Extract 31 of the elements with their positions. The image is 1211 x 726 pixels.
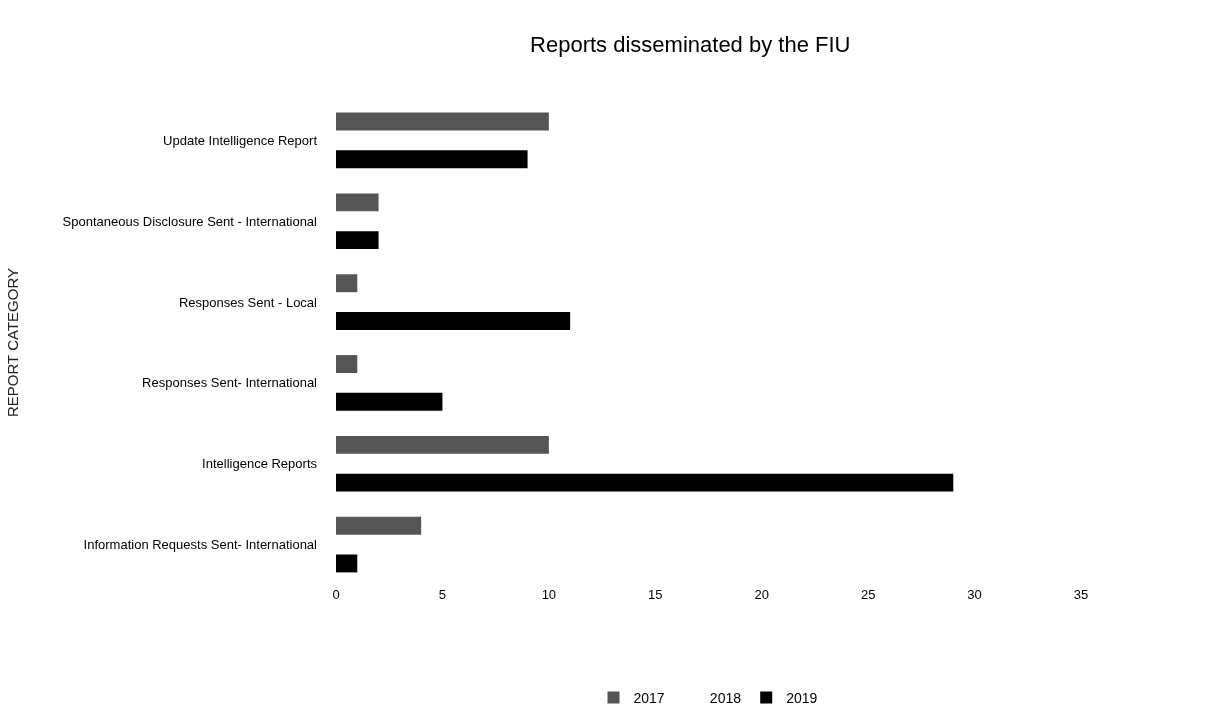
x-tick-label: 15 xyxy=(648,587,663,602)
legend-label: 2019 xyxy=(786,690,818,707)
y-tick-label: Spontaneous Disclosure Sent - International xyxy=(62,213,318,229)
x-tick-label: 20 xyxy=(754,587,769,602)
bar xyxy=(336,435,549,454)
y-axis-title: REPORT CATEGORY xyxy=(3,268,21,417)
legend-label: 2017 xyxy=(633,690,665,707)
bar xyxy=(336,355,358,374)
bar xyxy=(336,311,571,330)
bar xyxy=(336,516,422,535)
x-tick-label: 0 xyxy=(332,587,340,602)
y-tick-label: Update Intelligence Report xyxy=(163,132,318,148)
x-tick-label: 5 xyxy=(438,587,447,602)
bar xyxy=(336,473,954,492)
y-tick-label: Intelligence Reports xyxy=(202,456,318,472)
x-tick-label: 35 xyxy=(1073,587,1089,602)
bar xyxy=(336,274,358,293)
x-tick-label: 10 xyxy=(541,587,557,602)
text: 2018 xyxy=(709,690,742,707)
x-tick-label: 30 xyxy=(967,587,982,602)
y-tick-label: Responses Sent- International xyxy=(142,375,318,391)
bar xyxy=(336,112,549,131)
bar xyxy=(336,554,358,573)
bar xyxy=(336,193,379,212)
x-tick-label: 25 xyxy=(860,587,876,602)
y-tick-label: Responses Sent - Local xyxy=(178,294,318,310)
y-tick-label: Information Requests Sent- International xyxy=(83,537,318,553)
chart-title: Reports disseminated by the FIU xyxy=(530,31,851,57)
bar xyxy=(336,231,379,250)
bar xyxy=(336,392,443,411)
bar xyxy=(336,150,528,169)
